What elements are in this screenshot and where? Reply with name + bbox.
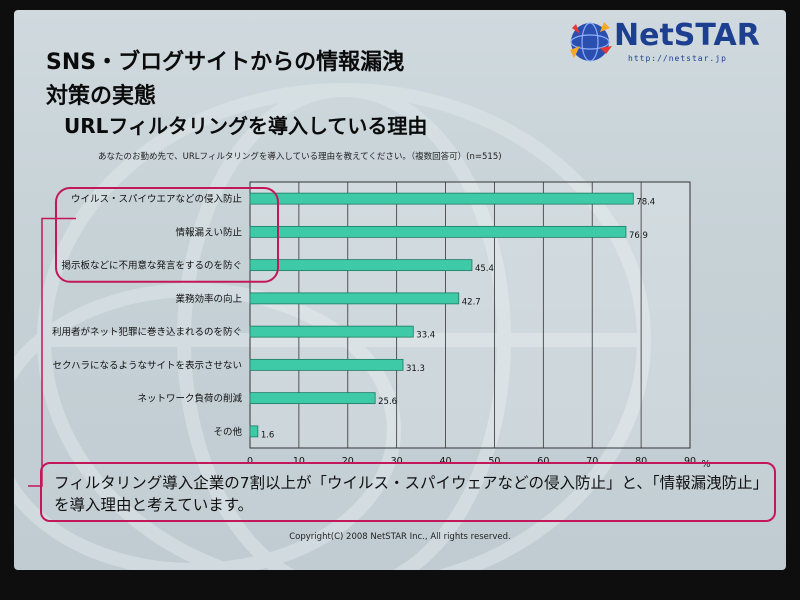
category-label: 業務効率の向上 (175, 293, 242, 305)
value-label: 33.4 (416, 331, 435, 341)
x-tick-label: 80 (635, 456, 647, 467)
globe-decoration (14, 83, 651, 570)
category-label: ネットワーク負荷の削減 (137, 393, 242, 405)
category-label: ウイルス・スパイウエアなどの侵入防止 (71, 193, 243, 205)
logo-wordmark: NetSTAR (614, 18, 760, 53)
x-tick-label: 50 (488, 456, 500, 467)
globe-logo-icon (570, 22, 612, 62)
highlight-box (55, 187, 279, 283)
x-tick-label: 40 (440, 456, 452, 467)
x-tick-label: 60 (537, 456, 549, 467)
value-label: 78.4 (636, 198, 655, 208)
x-tick-label: 70 (586, 456, 598, 467)
x-tick-label: 90 (684, 456, 696, 467)
category-label: 利用者がネット犯罪に巻き込まれるのを防ぐ (52, 326, 242, 338)
value-label: 45.4 (475, 264, 494, 274)
category-label: 掲示板などに不用意な発言をするのを防ぐ (61, 260, 242, 272)
bar-chart: 0 10 20 30 40 50 60 70 80 90 % ウイルス・スパイウエアなどの侵入防止 78… (28, 181, 711, 487)
copyright-text: Copyright(C) 2008 NetSTAR Inc., All righ… (289, 532, 511, 542)
category-label: その他 (213, 426, 242, 438)
bar (249, 259, 473, 272)
x-tick-label: 0 (247, 456, 253, 467)
bar (249, 325, 414, 338)
plot-area (249, 181, 691, 449)
x-tick-label: 20 (342, 456, 354, 467)
value-label: 31.3 (406, 364, 425, 374)
bar (249, 292, 460, 305)
slide: SNS・ブログサイトからの情報漏洩 対策の実態 URLフィルタリングを導入してい… (14, 10, 786, 570)
summary-note: フィルタリング導入企業の7割以上が「ウイルス・スパイウェアなどの侵入防止」と、「… (40, 462, 776, 522)
slide-subtitle: URLフィルタリングを導入している理由 (64, 114, 428, 138)
slide-title-line1: SNS・ブログサイトからの情報漏洩 (46, 50, 405, 75)
category-label: セクハラになるようなサイトを表示させない (52, 359, 242, 371)
netstar-logo: NetSTAR http://netstar.jp (566, 16, 766, 68)
x-tick-label: 10 (293, 456, 305, 467)
bar (249, 392, 376, 405)
x-unit-label: % (701, 459, 710, 470)
value-label: 76.9 (629, 231, 648, 241)
bar (249, 192, 634, 205)
value-label: 25.6 (378, 397, 397, 407)
slide-title-line2: 対策の実態 (46, 84, 157, 109)
value-label: 1.6 (261, 430, 275, 440)
logo-url: http://netstar.jp (628, 54, 727, 63)
x-tick-label: 30 (391, 456, 403, 467)
bar (249, 425, 259, 438)
value-label: 42.7 (462, 297, 481, 307)
category-label: 情報漏えい防止 (175, 226, 242, 238)
highlight-connector (28, 217, 76, 487)
bar (249, 358, 404, 371)
survey-question: あなたのお勤め先で、URLフィルタリングを導入している理由を教えてください。（複… (98, 152, 502, 162)
bar (249, 225, 627, 238)
